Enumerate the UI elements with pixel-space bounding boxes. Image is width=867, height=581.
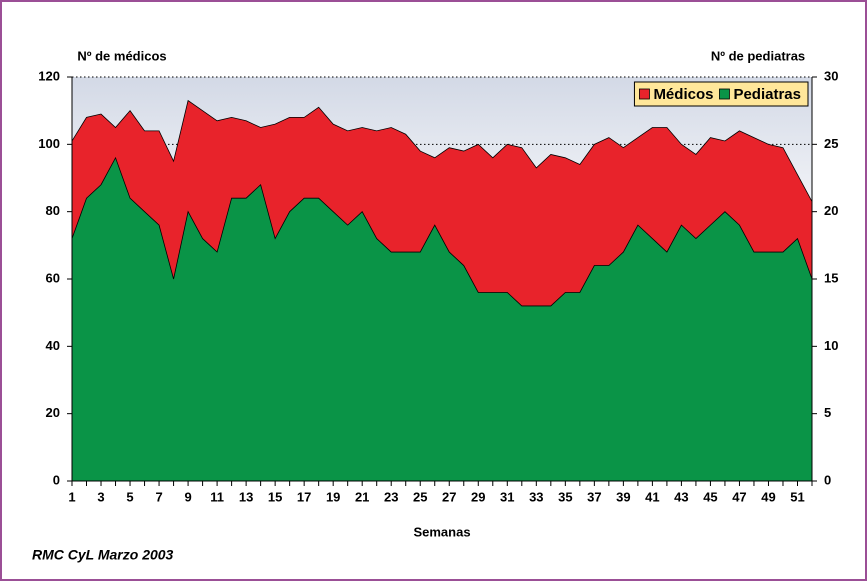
y2-tick-label: 30 bbox=[824, 68, 838, 83]
y-tick-label: 40 bbox=[46, 338, 60, 353]
x-tick-label: 45 bbox=[703, 489, 717, 504]
x-tick-label: 17 bbox=[297, 489, 311, 504]
legend-label: Pediatras bbox=[733, 86, 801, 103]
y-tick-label: 0 bbox=[53, 472, 60, 487]
x-tick-label: 27 bbox=[442, 489, 456, 504]
x-tick-label: 1 bbox=[68, 489, 75, 504]
x-tick-label: 41 bbox=[645, 489, 659, 504]
x-tick-label: 23 bbox=[384, 489, 398, 504]
x-tick-label: 51 bbox=[790, 489, 804, 504]
x-tick-label: 11 bbox=[210, 489, 224, 504]
y-axis-title: Nº de médicos bbox=[77, 48, 166, 63]
y2-axis-title: Nº de pediatras bbox=[711, 48, 805, 63]
legend-swatch bbox=[719, 88, 730, 100]
x-tick-label: 37 bbox=[587, 489, 601, 504]
x-tick-label: 49 bbox=[761, 489, 775, 504]
area bbox=[71, 156, 813, 482]
x-tick-label: 3 bbox=[97, 489, 104, 504]
x-tick-label: 7 bbox=[155, 489, 162, 504]
x-tick-label: 15 bbox=[268, 489, 282, 504]
y2-tick-label: 20 bbox=[824, 203, 838, 218]
y-tick-label: 80 bbox=[46, 203, 60, 218]
x-tick-label: 39 bbox=[616, 489, 630, 504]
source: RMC CyL Marzo 2003 bbox=[32, 547, 174, 563]
y2-tick-label: 25 bbox=[824, 136, 838, 151]
x-tick-label: 31 bbox=[500, 489, 514, 504]
x-axis-title: Semanas bbox=[413, 524, 470, 539]
x-tick-label: 21 bbox=[355, 489, 369, 504]
x-tick-label: 13 bbox=[239, 489, 253, 504]
legend: Médicos Pediatras bbox=[633, 81, 809, 107]
x-tick-label: 19 bbox=[326, 489, 340, 504]
x-tick-label: 5 bbox=[126, 489, 133, 504]
x-tick-label: 33 bbox=[529, 489, 543, 504]
x-tick-label: 29 bbox=[471, 489, 485, 504]
y2-tick-label: 5 bbox=[824, 405, 831, 420]
x-tick-label: 9 bbox=[184, 489, 191, 504]
x-tick-label: 35 bbox=[558, 489, 572, 504]
x-tick-label: 43 bbox=[674, 489, 688, 504]
y-tick-label: 100 bbox=[38, 136, 60, 151]
y2-tick-label: 0 bbox=[824, 472, 831, 487]
y-tick-label: 120 bbox=[38, 68, 60, 83]
y2-tick-label: 15 bbox=[824, 270, 838, 285]
x-tick-label: 25 bbox=[413, 489, 427, 504]
y-tick-label: 20 bbox=[46, 405, 60, 420]
legend-swatch bbox=[639, 88, 650, 100]
y-tick-label: 60 bbox=[46, 270, 60, 285]
y2-tick-label: 10 bbox=[824, 338, 838, 353]
legend-label: Médicos bbox=[653, 86, 713, 103]
x-tick-label: 47 bbox=[732, 489, 746, 504]
